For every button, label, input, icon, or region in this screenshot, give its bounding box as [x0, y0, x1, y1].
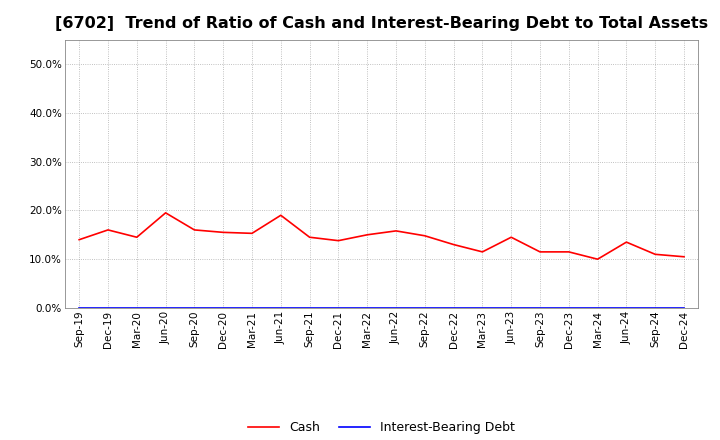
- Line: Cash: Cash: [79, 213, 684, 259]
- Cash: [219, 230, 228, 235]
- Interest-Bearing Debt: [305, 305, 314, 311]
- Cash: [75, 237, 84, 242]
- Interest-Bearing Debt: [536, 305, 544, 311]
- Cash: [161, 210, 170, 216]
- Cash: [680, 254, 688, 260]
- Interest-Bearing Debt: [449, 305, 458, 311]
- Interest-Bearing Debt: [651, 305, 660, 311]
- Interest-Bearing Debt: [478, 305, 487, 311]
- Cash: [651, 252, 660, 257]
- Cash: [622, 239, 631, 245]
- Cash: [248, 231, 256, 236]
- Interest-Bearing Debt: [392, 305, 400, 311]
- Legend: Cash, Interest-Bearing Debt: Cash, Interest-Bearing Debt: [243, 416, 520, 439]
- Interest-Bearing Debt: [622, 305, 631, 311]
- Cash: [190, 227, 199, 233]
- Interest-Bearing Debt: [363, 305, 372, 311]
- Interest-Bearing Debt: [132, 305, 141, 311]
- Interest-Bearing Debt: [161, 305, 170, 311]
- Interest-Bearing Debt: [248, 305, 256, 311]
- Interest-Bearing Debt: [104, 305, 112, 311]
- Cash: [564, 249, 573, 254]
- Interest-Bearing Debt: [507, 305, 516, 311]
- Interest-Bearing Debt: [420, 305, 429, 311]
- Cash: [420, 233, 429, 238]
- Interest-Bearing Debt: [334, 305, 343, 311]
- Cash: [363, 232, 372, 238]
- Interest-Bearing Debt: [219, 305, 228, 311]
- Cash: [593, 257, 602, 262]
- Interest-Bearing Debt: [593, 305, 602, 311]
- Interest-Bearing Debt: [276, 305, 285, 311]
- Cash: [449, 242, 458, 247]
- Cash: [478, 249, 487, 254]
- Interest-Bearing Debt: [190, 305, 199, 311]
- Cash: [392, 228, 400, 234]
- Cash: [276, 213, 285, 218]
- Cash: [104, 227, 112, 233]
- Interest-Bearing Debt: [75, 305, 84, 311]
- Interest-Bearing Debt: [564, 305, 573, 311]
- Interest-Bearing Debt: [680, 305, 688, 311]
- Cash: [305, 235, 314, 240]
- Title: [6702]  Trend of Ratio of Cash and Interest-Bearing Debt to Total Assets: [6702] Trend of Ratio of Cash and Intere…: [55, 16, 708, 32]
- Cash: [334, 238, 343, 243]
- Cash: [507, 235, 516, 240]
- Cash: [132, 235, 141, 240]
- Cash: [536, 249, 544, 254]
